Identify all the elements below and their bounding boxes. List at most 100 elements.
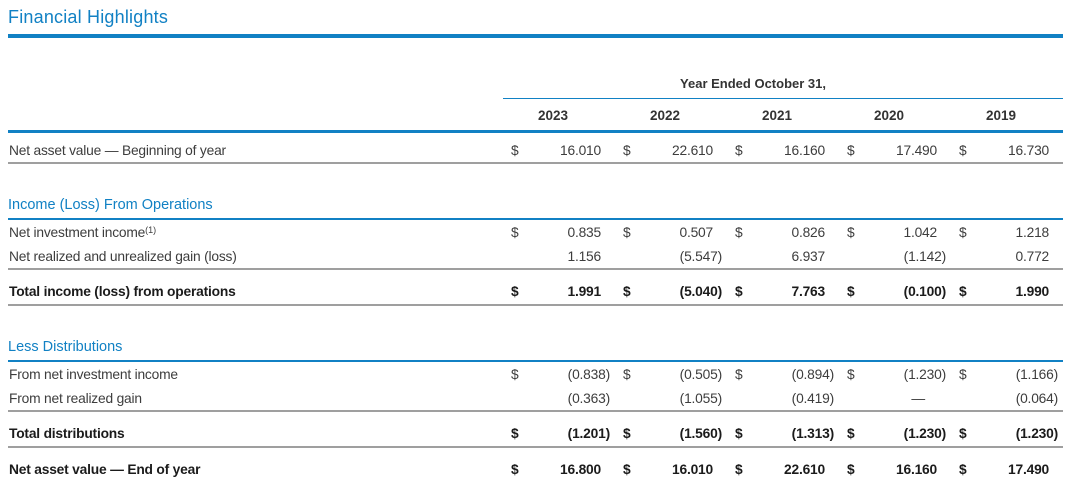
currency-cell [615, 386, 641, 412]
currency-cell: $ [511, 367, 519, 382]
row-label: From net realized gain [8, 386, 503, 412]
currency-cell [727, 244, 753, 270]
table-row: Total distributions $ (1.201) $ (1.560) $ (1.3… [8, 422, 1064, 448]
value-cell: (1.142) [865, 244, 951, 270]
currency-cell: $ [727, 422, 753, 448]
value-cell: 16.010 [529, 131, 615, 164]
value-cell: 1.156 [529, 244, 615, 270]
financial-highlights-table: Year Ended October 31, 2023 2022 2021 2020 2… [8, 70, 1064, 483]
value-cell: 16.160 [753, 131, 839, 164]
currency-cell: $ [951, 422, 977, 448]
value-cell: 17.490 [1008, 462, 1050, 477]
section-header-row: Income (Loss) From Operations [8, 194, 1064, 220]
currency-cell: $ [959, 462, 967, 477]
value-cell: (5.547) [641, 244, 727, 270]
table-row: From net investment income $ (0.838) $ (0.50… [8, 361, 1063, 386]
table-body: Net asset value — Beginning of year $16.0… [8, 131, 1064, 483]
value-cell: 6.937 [753, 244, 839, 270]
currency-cell [839, 386, 865, 412]
value-cell: (1.313) [753, 422, 839, 448]
currency-cell: $ [839, 131, 865, 164]
section-header: Less Distributions [8, 336, 1064, 362]
currency-cell: $ [623, 367, 631, 382]
spacer-cell [8, 411, 1063, 422]
value-cell: 1.218 [1015, 225, 1050, 240]
spacer-row [8, 411, 1063, 422]
currency-cell: $ [615, 131, 641, 164]
currency-cell [839, 244, 865, 270]
year-column-header: 2019 [951, 98, 1064, 133]
value-cell: (0.064) [977, 386, 1064, 412]
currency-cell: $ [503, 131, 529, 164]
spacer-row [8, 447, 1063, 458]
span-header: Year Ended October 31, [503, 70, 1064, 99]
page-title: Financial Highlights [8, 7, 169, 27]
currency-cell: $ [839, 422, 865, 448]
value-cell: 22.610 [641, 131, 727, 164]
row-label: From net investment income [9, 367, 178, 382]
value-cell: (0.100) [865, 280, 951, 306]
value-cell: 0.507 [679, 225, 713, 240]
table-row: Net asset value — End of year $16.800 $16.… [8, 458, 1063, 482]
value-cell: 16.800 [560, 462, 601, 477]
spacer-row [8, 269, 1063, 280]
value-cell: (0.838) [567, 367, 611, 382]
value-cell: 7.763 [753, 280, 839, 306]
currency-cell: $ [735, 367, 743, 382]
value-cell: 16.010 [672, 462, 713, 477]
currency-cell: $ [735, 462, 743, 477]
spacer-cell [8, 163, 1063, 194]
currency-cell: $ [959, 225, 967, 240]
spacer-cell [8, 447, 1063, 458]
row-label: Net asset value — End of year [9, 462, 201, 477]
currency-cell [503, 244, 529, 270]
currency-cell: $ [511, 462, 519, 477]
currency-cell: $ [615, 422, 641, 448]
currency-cell [951, 386, 977, 412]
currency-cell: $ [847, 367, 855, 382]
currency-cell: $ [503, 280, 529, 306]
footnote-marker: (1) [145, 225, 157, 235]
currency-cell [951, 244, 977, 270]
value-cell: (5.040) [641, 280, 727, 306]
value-cell: (1.230) [977, 422, 1064, 448]
value-cell: (1.560) [641, 422, 727, 448]
row-label: Total income (loss) from operations [8, 280, 503, 306]
currency-cell: $ [511, 225, 519, 240]
value-cell: 0.835 [567, 225, 601, 240]
value-cell: (1.201) [529, 422, 615, 448]
table-row: Net investment income(1) $0.835 $0.507 $0.8… [8, 219, 1063, 244]
spacer-cell [8, 269, 1063, 280]
table-row: From net realized gain (0.363) (1.055) (0.4… [8, 386, 1064, 412]
currency-cell: $ [615, 280, 641, 306]
value-cell: 1.042 [903, 225, 937, 240]
value-cell: (1.166) [1015, 367, 1059, 382]
span-header-spacer [8, 70, 503, 99]
row-label: Net realized and unrealized gain (loss) [8, 244, 503, 270]
currency-cell: $ [959, 367, 967, 382]
value-cell: 1.991 [529, 280, 615, 306]
currency-cell: $ [623, 225, 631, 240]
year-column-header: 2020 [839, 98, 951, 133]
currency-cell: $ [951, 131, 977, 164]
currency-cell: $ [847, 225, 855, 240]
value-cell: 17.490 [865, 131, 951, 164]
span-header-row: Year Ended October 31, [8, 70, 1064, 99]
value-cell: (1.230) [903, 367, 947, 382]
value-cell: 22.610 [784, 462, 825, 477]
currency-cell [615, 244, 641, 270]
value-cell: (0.419) [753, 386, 839, 412]
table-head: Year Ended October 31, 2023 2022 2021 2020 2… [8, 70, 1064, 133]
title-rule [8, 34, 1063, 38]
table-row: Net realized and unrealized gain (loss) 1… [8, 244, 1064, 270]
value-cell: (0.505) [679, 367, 723, 382]
currency-cell: $ [847, 462, 855, 477]
year-column-header: 2021 [727, 98, 839, 133]
currency-cell: $ [735, 225, 743, 240]
years-row: 2023 2022 2021 2020 2019 [8, 98, 1064, 133]
currency-cell: $ [839, 280, 865, 306]
spacer-row [8, 163, 1063, 194]
value-cell: (0.363) [529, 386, 615, 412]
row-label: Total distributions [8, 422, 503, 448]
